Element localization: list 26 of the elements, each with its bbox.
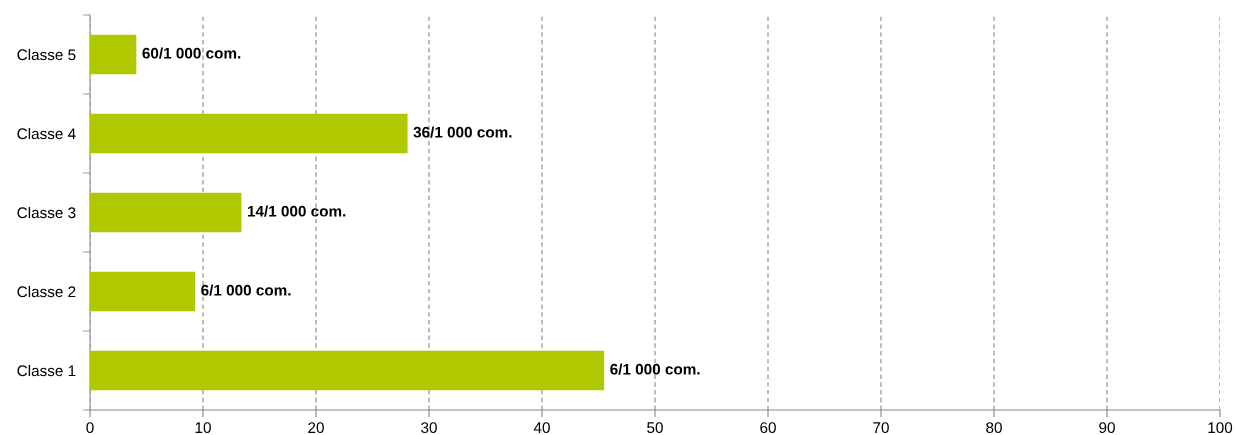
data-label: 36/1 000 com.	[413, 126, 512, 138]
x-tick-label: 0	[86, 422, 94, 434]
x-tick-label: 100	[1208, 422, 1233, 434]
x-tick-label: 90	[1099, 422, 1115, 434]
data-label: 6/1 000 com.	[201, 284, 291, 296]
y-tick-label: Classe 1	[17, 364, 76, 377]
x-tick-label: 30	[421, 422, 437, 434]
data-label: 14/1 000 com.	[247, 205, 346, 217]
bar	[90, 271, 196, 312]
x-tick-label: 10	[195, 422, 211, 434]
x-tick-label: 20	[308, 422, 324, 434]
bar	[90, 350, 605, 391]
x-tick-label: 80	[986, 422, 1002, 434]
bar	[90, 34, 137, 75]
y-tick-label: Classe 4	[17, 127, 76, 140]
bar	[90, 192, 242, 233]
y-tick-label: Classe 2	[17, 285, 76, 298]
x-tick-label: 70	[873, 422, 889, 434]
y-tick-label: Classe 5	[17, 48, 76, 61]
y-tick-label: Classe 3	[17, 206, 76, 219]
data-label: 6/1 000 com.	[610, 363, 700, 375]
x-tick-label: 40	[533, 422, 550, 434]
x-tick-label: 60	[760, 422, 776, 434]
bar	[90, 113, 408, 154]
x-tick-label: 50	[647, 422, 663, 434]
data-label: 60/1 000 com.	[142, 47, 241, 59]
